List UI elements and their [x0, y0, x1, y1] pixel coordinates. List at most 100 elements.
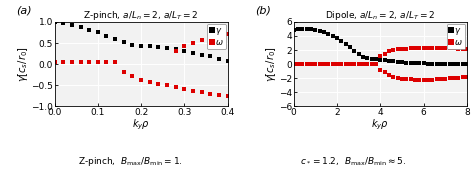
Y-axis label: $\gamma[c_s/r_0]$: $\gamma[c_s/r_0]$	[264, 46, 278, 82]
$\omega$	[300, 63, 305, 65]
$\gamma$	[95, 31, 100, 34]
$\gamma$	[351, 50, 357, 52]
$\gamma$	[338, 40, 344, 42]
$\gamma$	[425, 63, 431, 65]
$\gamma$	[304, 28, 310, 30]
$\gamma$	[155, 46, 161, 48]
$\omega$	[291, 63, 296, 65]
Text: Z-pinch,  $B_{\mathrm{max}}/B_{\mathrm{min}} = 1$.: Z-pinch, $B_{\mathrm{max}}/B_{\mathrm{mi…	[78, 155, 182, 168]
Title: Dipole, $a/L_n = 2$, $a/L_T = 2$: Dipole, $a/L_n = 2$, $a/L_T = 2$	[325, 9, 435, 22]
$\gamma$	[317, 30, 322, 32]
$\gamma$	[464, 63, 470, 65]
Legend: $\gamma$, $\omega$: $\gamma$, $\omega$	[447, 24, 465, 49]
$\gamma$	[412, 62, 418, 64]
Text: $c_* = 1.2$,  $B_{\mathrm{max}}/B_{\mathrm{min}} \approx 5$.: $c_* = 1.2$, $B_{\mathrm{max}}/B_{\mathr…	[300, 156, 406, 168]
$\gamma$	[377, 59, 383, 61]
Y-axis label: $\gamma[c_s/r_0]$: $\gamma[c_s/r_0]$	[16, 46, 30, 82]
Text: (a): (a)	[17, 5, 32, 15]
$\gamma$	[429, 63, 435, 65]
$\gamma$	[147, 45, 153, 47]
$\gamma$	[451, 63, 457, 65]
$\gamma$	[112, 38, 118, 40]
$\omega$	[312, 63, 318, 65]
$\gamma$	[360, 56, 366, 58]
Line: $\gamma$: $\gamma$	[292, 27, 469, 66]
X-axis label: $k_y\rho$: $k_y\rho$	[371, 118, 389, 132]
$\omega$	[317, 63, 322, 65]
$\omega$	[112, 61, 118, 63]
$\omega$	[52, 61, 57, 63]
$\gamma$	[164, 47, 170, 49]
$\gamma$	[408, 62, 413, 64]
$\omega$	[69, 61, 75, 63]
$\omega$	[365, 63, 370, 65]
X-axis label: $k_y\rho$: $k_y\rho$	[132, 118, 150, 132]
$\gamma$	[456, 63, 461, 65]
$\gamma$	[208, 55, 213, 58]
$\gamma$	[447, 63, 452, 65]
$\gamma$	[330, 35, 336, 37]
$\gamma$	[173, 48, 179, 51]
$\omega$	[347, 63, 353, 65]
$\gamma$	[225, 60, 231, 62]
$\gamma$	[321, 31, 327, 34]
$\gamma$	[312, 29, 318, 31]
$\gamma$	[129, 44, 135, 46]
$\gamma$	[291, 29, 296, 31]
$\gamma$	[391, 60, 396, 62]
$\omega$	[60, 61, 66, 63]
$\gamma$	[369, 58, 374, 60]
$\gamma$	[52, 21, 57, 23]
$\gamma$	[365, 57, 370, 59]
$\omega$	[308, 63, 314, 65]
$\omega$	[338, 63, 344, 65]
$\omega$	[295, 63, 301, 65]
$\omega$	[326, 63, 331, 65]
$\omega$	[373, 63, 379, 65]
$\gamma$	[69, 24, 75, 26]
$\gamma$	[60, 22, 66, 24]
$\gamma$	[421, 62, 427, 65]
$\gamma$	[373, 58, 379, 61]
$\gamma$	[138, 45, 144, 47]
$\gamma$	[78, 26, 83, 28]
Line: $\omega$: $\omega$	[53, 60, 117, 64]
$\gamma$	[442, 63, 448, 65]
$\gamma$	[343, 43, 348, 45]
$\omega$	[360, 63, 366, 65]
Text: (b): (b)	[255, 5, 272, 15]
$\gamma$	[334, 37, 340, 39]
$\gamma$	[182, 49, 187, 52]
Title: Z-pinch, $a/L_n = 2$, $a/L_T = 2$: Z-pinch, $a/L_n = 2$, $a/L_T = 2$	[83, 9, 199, 22]
$\gamma$	[438, 63, 444, 65]
Line: $\omega$: $\omega$	[292, 62, 378, 66]
$\gamma$	[326, 33, 331, 35]
$\gamma$	[386, 60, 392, 62]
$\gamma$	[395, 61, 401, 63]
$\gamma$	[434, 63, 439, 65]
$\gamma$	[356, 53, 362, 55]
$\gamma$	[399, 61, 405, 63]
$\omega$	[356, 63, 362, 65]
$\omega$	[95, 61, 100, 63]
$\gamma$	[104, 35, 109, 37]
$\gamma$	[121, 41, 127, 43]
$\omega$	[369, 63, 374, 65]
$\gamma$	[295, 28, 301, 30]
$\gamma$	[416, 62, 422, 64]
$\omega$	[78, 61, 83, 63]
$\omega$	[304, 63, 310, 65]
$\omega$	[351, 63, 357, 65]
$\omega$	[334, 63, 340, 65]
$\gamma$	[308, 28, 314, 30]
$\omega$	[104, 61, 109, 63]
$\gamma$	[86, 28, 92, 31]
$\gamma$	[347, 46, 353, 48]
Line: $\gamma$: $\gamma$	[53, 20, 230, 63]
$\omega$	[343, 63, 348, 65]
Legend: $\gamma$, $\omega$: $\gamma$, $\omega$	[208, 24, 226, 49]
$\gamma$	[199, 54, 205, 56]
$\omega$	[321, 63, 327, 65]
$\omega$	[330, 63, 336, 65]
$\gamma$	[300, 28, 305, 30]
